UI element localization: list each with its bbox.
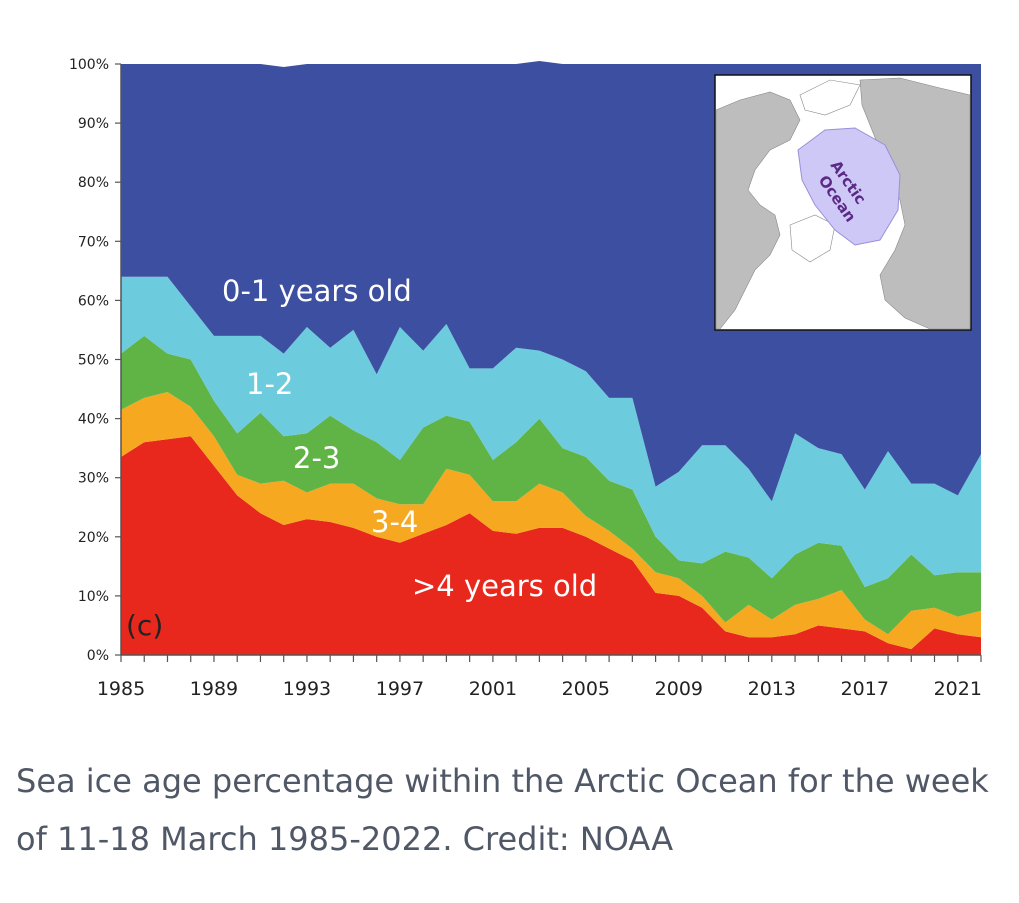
x-tick-label: 1985: [97, 678, 145, 700]
label-3-4-years: 3-4: [371, 505, 418, 539]
x-tick-label: 2021: [934, 678, 982, 700]
figure-caption: Sea ice age percentage within the Arctic…: [16, 762, 989, 858]
y-tick-label: 30%: [78, 471, 109, 487]
x-tick-label: 1997: [376, 678, 424, 700]
x-tick-label: 1989: [190, 678, 238, 700]
area-age-2-3: [121, 335, 981, 635]
label-2-3-years: 2-3: [293, 441, 340, 475]
y-tick-label: 60%: [78, 293, 109, 309]
x-tick-label: 2005: [562, 678, 610, 700]
x-tick-label: 2009: [655, 678, 703, 700]
inset-map: Arctic Ocean: [714, 74, 972, 331]
y-tick-label: 0%: [87, 648, 109, 664]
area-age-1-2: [121, 276, 981, 587]
label-0-1-years: 0-1 years old: [222, 274, 412, 308]
x-axis: 1985 1989 1993 1997 2001 2005 2009 2013 2017 2021: [97, 654, 982, 700]
label-1-2-years: 1-2: [246, 367, 293, 401]
y-tick-label: 10%: [78, 589, 109, 605]
x-tick-label: 2001: [469, 678, 517, 700]
y-tick-label: 20%: [78, 530, 109, 546]
y-tick-label: 100%: [69, 57, 109, 73]
y-tick-label: 50%: [78, 353, 109, 369]
y-tick-label: 70%: [78, 234, 109, 250]
inset-hudson-bay: [789, 214, 836, 263]
x-tick-label: 2013: [748, 678, 796, 700]
inset-greenland: [799, 79, 861, 116]
area-age-3-4: [121, 392, 981, 650]
inset-arctic-ocean: [797, 127, 901, 246]
inset-land-left: [715, 91, 801, 330]
y-tick-label: 90%: [78, 116, 109, 132]
y-axis: 0% 10% 20% 30% 40% 50% 60% 70% 80% 90% 100%: [69, 57, 122, 664]
area-age-4-plus: [121, 436, 981, 655]
sea-ice-age-chart: 0%10%20%30%40%50%60%70%80%90%100% 1985 19…: [69, 57, 982, 700]
y-tick-label: 40%: [78, 412, 109, 428]
panel-label: (c): [126, 609, 163, 642]
y-tick-label: 80%: [78, 175, 109, 191]
label-4-plus-years: >4 years old: [412, 569, 597, 603]
x-tick-label: 2017: [841, 678, 889, 700]
x-tick-label: 1993: [283, 678, 331, 700]
